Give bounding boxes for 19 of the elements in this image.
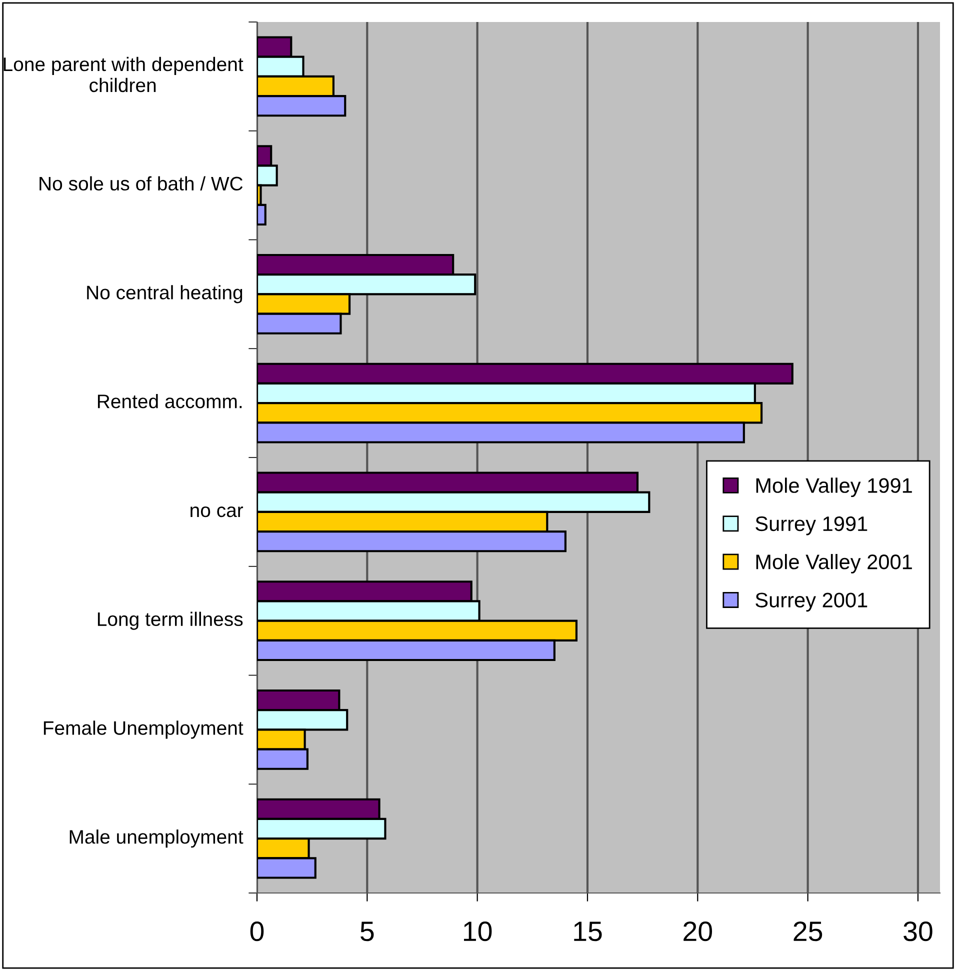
y-tick-label: Male unemployment: [70, 830, 244, 848]
legend-label: Surrey 1991: [756, 516, 868, 536]
y-tick-label: Rented accomm.: [98, 394, 242, 408]
y-tick-label: Female Unemployment: [44, 720, 244, 739]
y-tick-label: Lone parent with dependent children: [4, 56, 244, 92]
y-tick-label: no car: [190, 506, 244, 518]
x-tick-label: 25: [794, 922, 822, 942]
legend-label: Mole Valley 1991: [756, 478, 912, 498]
x-tick-label: 0: [250, 922, 264, 942]
x-tick-label: 15: [574, 922, 602, 942]
legend-label: Mole Valley 2001: [756, 554, 912, 574]
y-tick-label: No central heating: [87, 285, 242, 304]
x-tick-label: 20: [684, 922, 712, 942]
x-tick-label: 30: [904, 922, 932, 942]
legend-label: Surrey 2001: [756, 592, 868, 612]
x-tick-label: 10: [464, 922, 492, 942]
y-tick-label: Long term illness: [98, 612, 243, 630]
y-tick-label: No sole us of bath / WC: [40, 176, 243, 191]
x-tick-label: 5: [360, 922, 374, 942]
